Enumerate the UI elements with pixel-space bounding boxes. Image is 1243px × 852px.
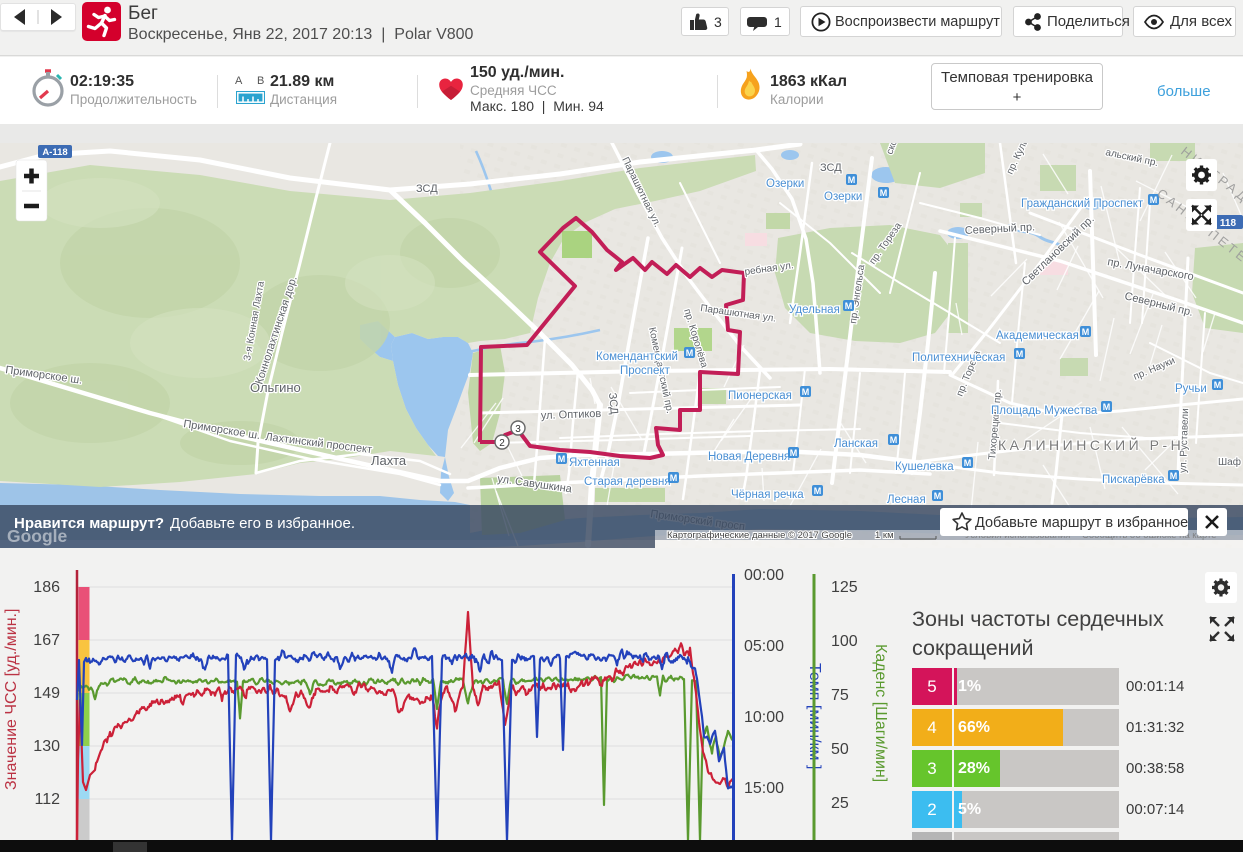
svg-text:Гражданский Проспект: Гражданский Проспект bbox=[1021, 198, 1144, 210]
svg-text:M: M bbox=[848, 175, 856, 185]
svg-text:ЗСД: ЗСД bbox=[820, 162, 842, 174]
svg-text:Озерки: Озерки bbox=[766, 178, 804, 190]
svg-text:75: 75 bbox=[831, 687, 849, 704]
svg-text:M: M bbox=[880, 188, 888, 198]
svg-text:M: M bbox=[1150, 195, 1158, 205]
svg-text:25: 25 bbox=[831, 795, 849, 812]
svg-text:100: 100 bbox=[831, 633, 858, 650]
svg-text:Лесная: Лесная bbox=[887, 494, 926, 506]
svg-text:M: M bbox=[1103, 402, 1111, 412]
svg-text:130: 130 bbox=[33, 738, 60, 755]
svg-text:M: M bbox=[1016, 349, 1024, 359]
svg-text:M: M bbox=[890, 435, 898, 445]
svg-text:10:00: 10:00 bbox=[744, 709, 784, 726]
svg-text:1 км: 1 км bbox=[875, 530, 894, 541]
svg-text:118: 118 bbox=[1220, 218, 1237, 229]
svg-text:Картографические данные © 2017: Картографические данные © 2017 Google bbox=[667, 530, 852, 541]
svg-text:Ланская: Ланская bbox=[834, 438, 878, 450]
svg-text:M: M bbox=[1170, 471, 1178, 481]
svg-text:M: M bbox=[845, 301, 853, 311]
svg-text:Комендантский: Комендантский bbox=[596, 351, 678, 363]
svg-text:Значение ЧСС [уд./мин.]: Значение ЧСС [уд./мин.] bbox=[3, 609, 20, 790]
svg-text:Удельная: Удельная bbox=[789, 304, 840, 316]
svg-text:Старая деревня: Старая деревня bbox=[584, 476, 671, 488]
svg-text:Озерки: Озерки bbox=[824, 191, 862, 203]
svg-text:M: M bbox=[934, 491, 942, 501]
svg-text:Яхтенная: Яхтенная bbox=[569, 457, 620, 469]
svg-text:15:00: 15:00 bbox=[744, 780, 784, 797]
svg-text:112: 112 bbox=[34, 791, 60, 808]
svg-text:Пискарёвка: Пискарёвка bbox=[1102, 474, 1165, 486]
svg-text:2: 2 bbox=[499, 438, 505, 449]
svg-text:Нравится маршрут?: Нравится маршрут? bbox=[14, 515, 164, 532]
svg-text:00:00: 00:00 bbox=[744, 567, 784, 584]
svg-text:Добавьте маршрут в избранное: Добавьте маршрут в избранное bbox=[975, 515, 1188, 531]
svg-text:Политехническая: Политехническая bbox=[912, 352, 1005, 364]
svg-text:Ольгино: Ольгино bbox=[250, 380, 301, 395]
svg-text:M: M bbox=[1214, 380, 1222, 390]
svg-text:Шаф: Шаф bbox=[1218, 456, 1241, 468]
svg-text:А-118: А-118 bbox=[42, 147, 67, 158]
svg-text:M: M bbox=[790, 448, 798, 458]
svg-text:Академическая: Академическая bbox=[996, 330, 1079, 342]
svg-text:1: 1 bbox=[774, 14, 782, 30]
svg-text:149: 149 bbox=[33, 685, 60, 702]
svg-text:ЗСД: ЗСД bbox=[606, 392, 620, 415]
svg-text:M: M bbox=[964, 458, 972, 468]
svg-text:M: M bbox=[670, 473, 678, 483]
svg-text:Добавьте его в избранное.: Добавьте его в избранное. bbox=[170, 515, 355, 532]
svg-text:Северный пр.: Северный пр. bbox=[965, 221, 1036, 237]
svg-text:3: 3 bbox=[714, 14, 722, 30]
svg-text:186: 186 bbox=[33, 579, 60, 596]
svg-text:ЗСД: ЗСД bbox=[416, 183, 438, 195]
svg-text:КАЛИНИНСКИЙ Р-Н: КАЛИНИНСКИЙ Р-Н bbox=[998, 436, 1184, 453]
svg-text:M: M bbox=[1082, 327, 1090, 337]
svg-text:Ручьи: Ручьи bbox=[1175, 383, 1207, 395]
svg-text:Площадь Мужества: Площадь Мужества bbox=[991, 405, 1098, 417]
svg-text:M: M bbox=[802, 387, 810, 397]
svg-text:M: M bbox=[686, 348, 694, 358]
svg-text:Пионерская: Пионерская bbox=[728, 390, 792, 402]
svg-text:Каденс [Шаги/мин]: Каденс [Шаги/мин] bbox=[872, 644, 889, 782]
svg-text:167: 167 bbox=[33, 632, 60, 649]
svg-text:Google: Google bbox=[7, 526, 68, 546]
svg-text:ул. Руставели: ул. Руставели bbox=[1178, 408, 1191, 473]
svg-text:Проспект: Проспект bbox=[620, 365, 671, 377]
svg-text:Чёрная речка: Чёрная речка bbox=[731, 489, 804, 501]
svg-text:3: 3 bbox=[515, 424, 521, 435]
svg-text:M: M bbox=[558, 454, 566, 464]
svg-text:05:00: 05:00 bbox=[744, 638, 784, 655]
svg-text:M: M bbox=[814, 486, 822, 496]
svg-text:125: 125 bbox=[831, 579, 858, 596]
svg-text:Новая Деревня: Новая Деревня bbox=[708, 451, 790, 463]
svg-text:Кушелевка: Кушелевка bbox=[895, 461, 954, 473]
svg-text:50: 50 bbox=[831, 741, 849, 758]
svg-text:ул. Оптиков: ул. Оптиков bbox=[541, 408, 602, 422]
svg-text:Лахта: Лахта bbox=[371, 453, 407, 468]
